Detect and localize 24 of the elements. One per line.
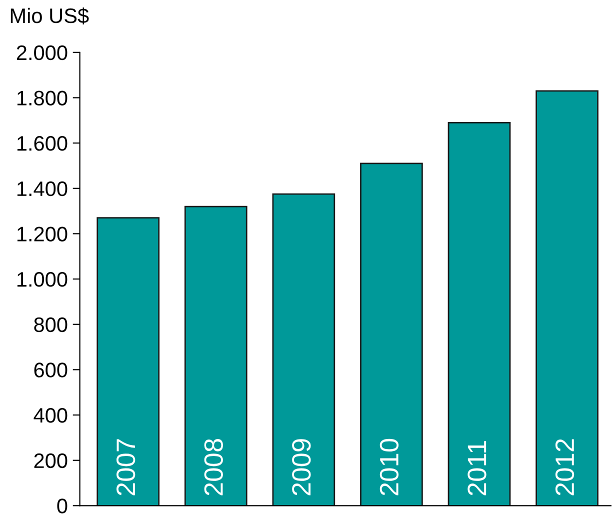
y-tick-label: 2.000: [16, 45, 68, 60]
x-tick-label: 2007: [116, 439, 136, 496]
y-tick-label: 0: [57, 498, 68, 514]
y-tick-label: 1.800: [17, 90, 68, 106]
x-tick-label: 2010: [380, 438, 399, 496]
x-tick-label: 2008: [204, 439, 223, 496]
bar: [536, 90, 598, 506]
x-tick-label: 2012: [555, 439, 574, 496]
bar: [448, 122, 511, 506]
bar: [184, 206, 248, 506]
bar: [272, 193, 336, 506]
bar: [360, 162, 423, 506]
x-tick-label: 2011: [468, 441, 486, 496]
y-tick-label: 1.600: [17, 136, 68, 151]
x-tick-label: 2009: [292, 439, 311, 496]
y-tick-label: 1.200: [17, 226, 68, 242]
y-axis-title: Mio US$: [10, 8, 89, 24]
y-tick-label: 800: [34, 317, 68, 332]
bar: [96, 217, 160, 506]
y-tick-label: 600: [34, 362, 68, 378]
y-tick-label: 400: [34, 408, 68, 423]
y-tick-label: 1.400: [17, 181, 68, 196]
y-tick-label: 1.000: [17, 272, 68, 287]
y-tick-label: 200: [34, 453, 68, 468]
